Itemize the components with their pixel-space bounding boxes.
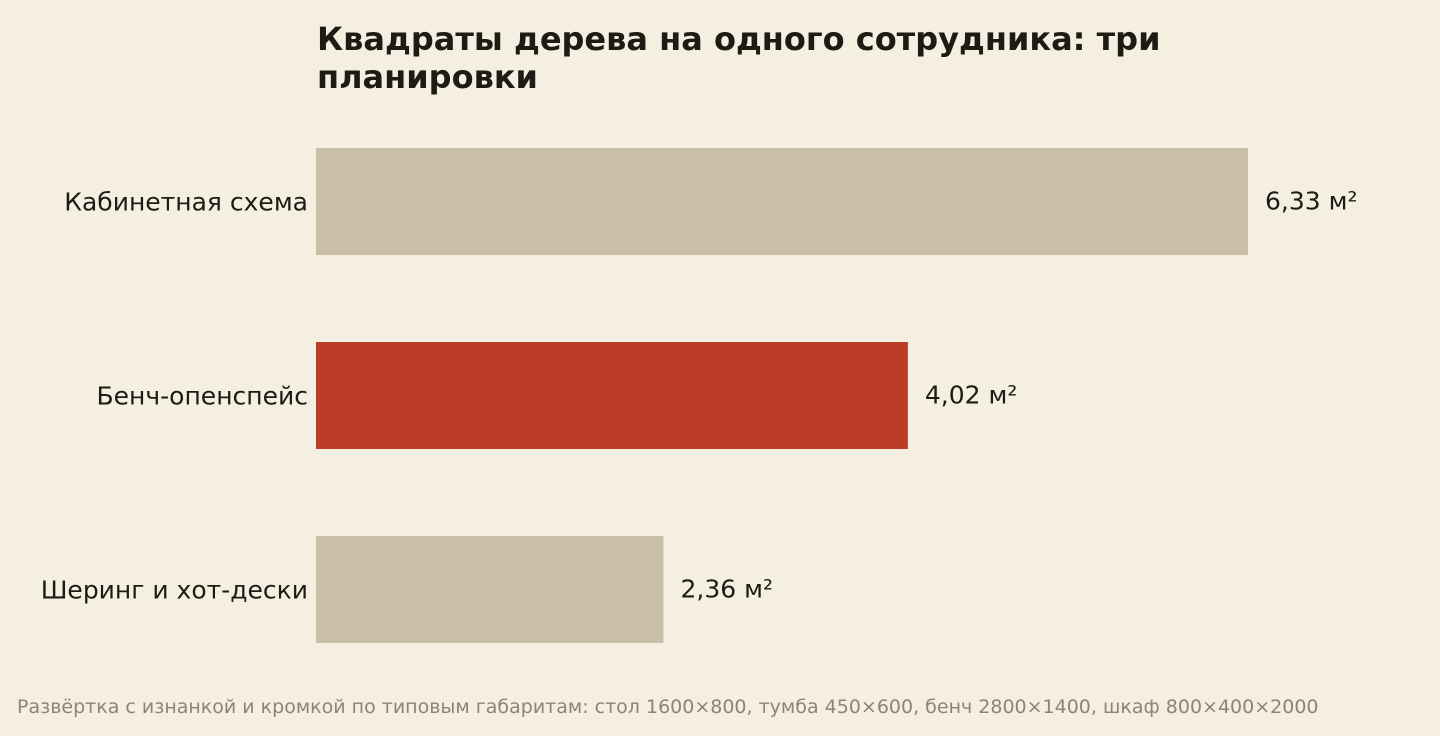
category-label-3: Шеринг и хот-дески [41,576,308,605]
category-label-2: Бенч-опенспейс [97,382,309,411]
bar-2 [316,342,908,449]
value-label-2: 4,02 м² [925,381,1018,410]
value-label-3: 2,36 м² [680,575,773,604]
footnote: Развёртка с изнанкой и кромкой по типовы… [17,696,1319,718]
bar-1 [316,148,1248,255]
chart-title: Квадраты дерева на одного сотрудника: тр… [317,20,1161,96]
category-label-1: Кабинетная схема [64,188,308,217]
bar-3 [316,536,664,643]
value-label-1: 6,33 м² [1265,187,1358,216]
